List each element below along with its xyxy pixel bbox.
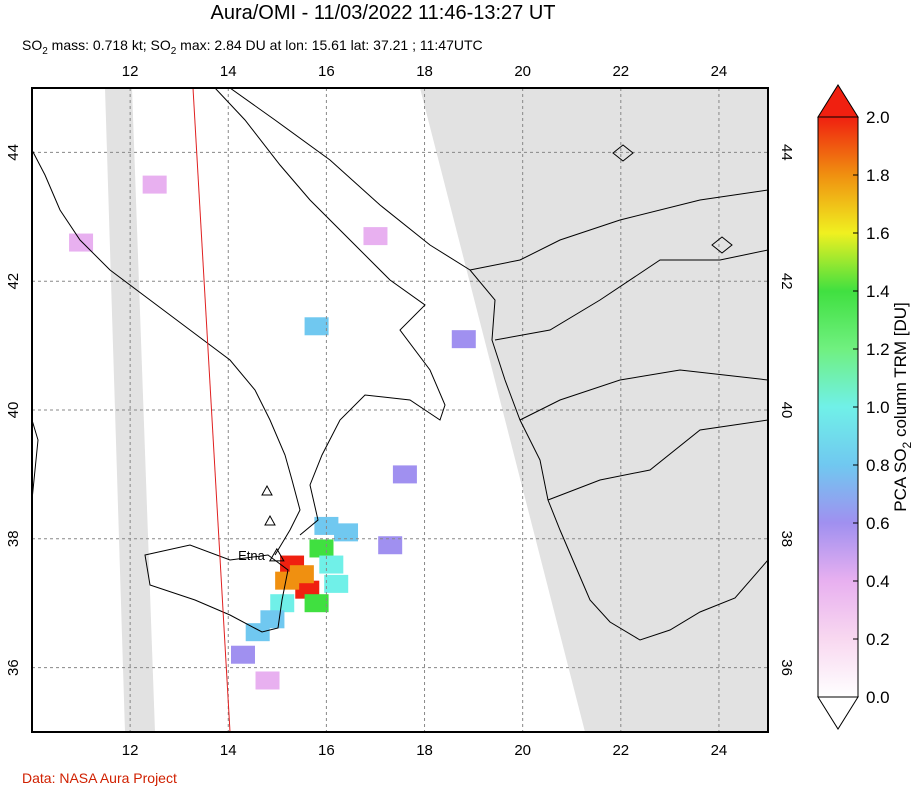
swath-gap [420, 88, 768, 732]
y-tick-label: 40 [778, 402, 795, 419]
colorbar-label: PCA SO2 column TRM [DU] [891, 302, 914, 512]
x-tick-label: 24 [711, 63, 728, 80]
x-tick-label: 14 [220, 63, 237, 80]
so2-pixel [334, 523, 359, 542]
coastline-balkans [229, 88, 768, 641]
y-tick-label: 38 [5, 530, 22, 547]
so2-pixel [245, 623, 270, 642]
map-frame [31, 87, 769, 733]
volcano-marker [261, 484, 273, 496]
so2-pixel [275, 571, 300, 590]
subtitle: SO2 mass: 0.718 kt; SO2 max: 2.84 DU at … [22, 37, 483, 57]
so2-pixel [363, 227, 388, 246]
coastline-borders [469, 189, 768, 501]
y-tick-label: 44 [5, 144, 22, 161]
x-tick-label: 24 [711, 742, 728, 759]
x-tick-label: 22 [612, 742, 629, 759]
so2-pixel [304, 594, 329, 613]
colorbar-tick-label: 1.2 [866, 340, 890, 359]
colorbar-body [817, 116, 859, 698]
so2-pixel [314, 516, 339, 535]
x-tick-label: 20 [514, 63, 531, 80]
grid [32, 88, 768, 732]
colorbar-tick-label: 1.6 [866, 224, 890, 243]
x-tick-label: 14 [220, 742, 237, 759]
colorbar-tick-label: 1.4 [866, 282, 890, 301]
x-tick-label: 16 [318, 63, 335, 80]
subtitle-part: max: 2.84 DU at lon: 15.61 lat: 37.21 ; … [176, 37, 482, 53]
so2-pixel [309, 539, 334, 558]
volcano-marker [264, 514, 276, 526]
map-area [32, 88, 768, 732]
subscript: 2 [900, 441, 914, 448]
title: Aura/OMI - 11/03/2022 11:46-13:27 UT [210, 2, 555, 24]
y-tick-label: 44 [778, 144, 795, 161]
colorbar-tick-label: 0.6 [866, 514, 890, 533]
coastline-italy [32, 88, 446, 556]
x-tick-label: 22 [612, 63, 629, 80]
so2-pixels [69, 175, 476, 690]
orbit-edge [192, 88, 231, 732]
y-tick-label: 38 [778, 530, 795, 547]
colorbar-tick-label: 0.0 [866, 688, 890, 707]
subscript: 2 [171, 46, 177, 57]
colorbar: 0.0 0.2 0.4 0.6 0.8 1.0 1.2 1.4 1.6 1.8 2.0 [817, 84, 890, 730]
volcano-label: Etna [238, 548, 266, 563]
volcano-marker [268, 547, 285, 562]
so2-pixel [392, 465, 417, 484]
x-tick-label: 18 [416, 742, 433, 759]
colorbar-tick-label: 0.2 [866, 630, 890, 649]
so2-pixel [451, 330, 476, 349]
so2-pixel [319, 555, 344, 574]
so2-pixel [304, 317, 329, 336]
y-tick-label: 42 [778, 273, 795, 290]
so2-pixel [142, 175, 167, 194]
so2-pixel [295, 580, 320, 599]
colorbar-tick-label: 1.8 [866, 166, 890, 185]
x-tick-label: 12 [122, 63, 139, 80]
x-tick-label: 20 [514, 742, 531, 759]
lake [612, 144, 634, 162]
colorbar-extend-max [817, 84, 859, 118]
y-tick-label: 40 [5, 402, 22, 419]
subtitle-part: SO [22, 37, 42, 53]
x-tick-label: 12 [122, 742, 139, 759]
footer: Data: NASA Aura Project [22, 770, 177, 786]
so2-pixel [230, 645, 255, 664]
subscript: 2 [42, 46, 48, 57]
y-tick-label: 42 [5, 273, 22, 290]
colorbar-label-part: PCA SO [891, 448, 910, 511]
colorbar-tick-label: 0.4 [866, 572, 890, 591]
so2-pixel [324, 574, 349, 593]
x-tick-label: 18 [416, 63, 433, 80]
colorbar-tick-label: 0.8 [866, 456, 890, 475]
colorbar-label-part: column TRM [DU] [891, 302, 910, 442]
colorbar-tick-label: 1.0 [866, 398, 890, 417]
so2-pixel [270, 594, 295, 613]
colorbar-extend-min [817, 696, 859, 730]
y-tick-label: 36 [5, 659, 22, 676]
coastline-sicily [144, 544, 289, 633]
subtitle-part: mass: 0.718 kt; SO [48, 37, 171, 53]
x-tick-label: 16 [318, 742, 335, 759]
so2-pixel [255, 671, 280, 690]
so2-pixel [378, 536, 403, 555]
colorbar-tick-label: 2.0 [866, 108, 890, 127]
lake [711, 236, 733, 254]
y-tick-label: 36 [778, 659, 795, 676]
